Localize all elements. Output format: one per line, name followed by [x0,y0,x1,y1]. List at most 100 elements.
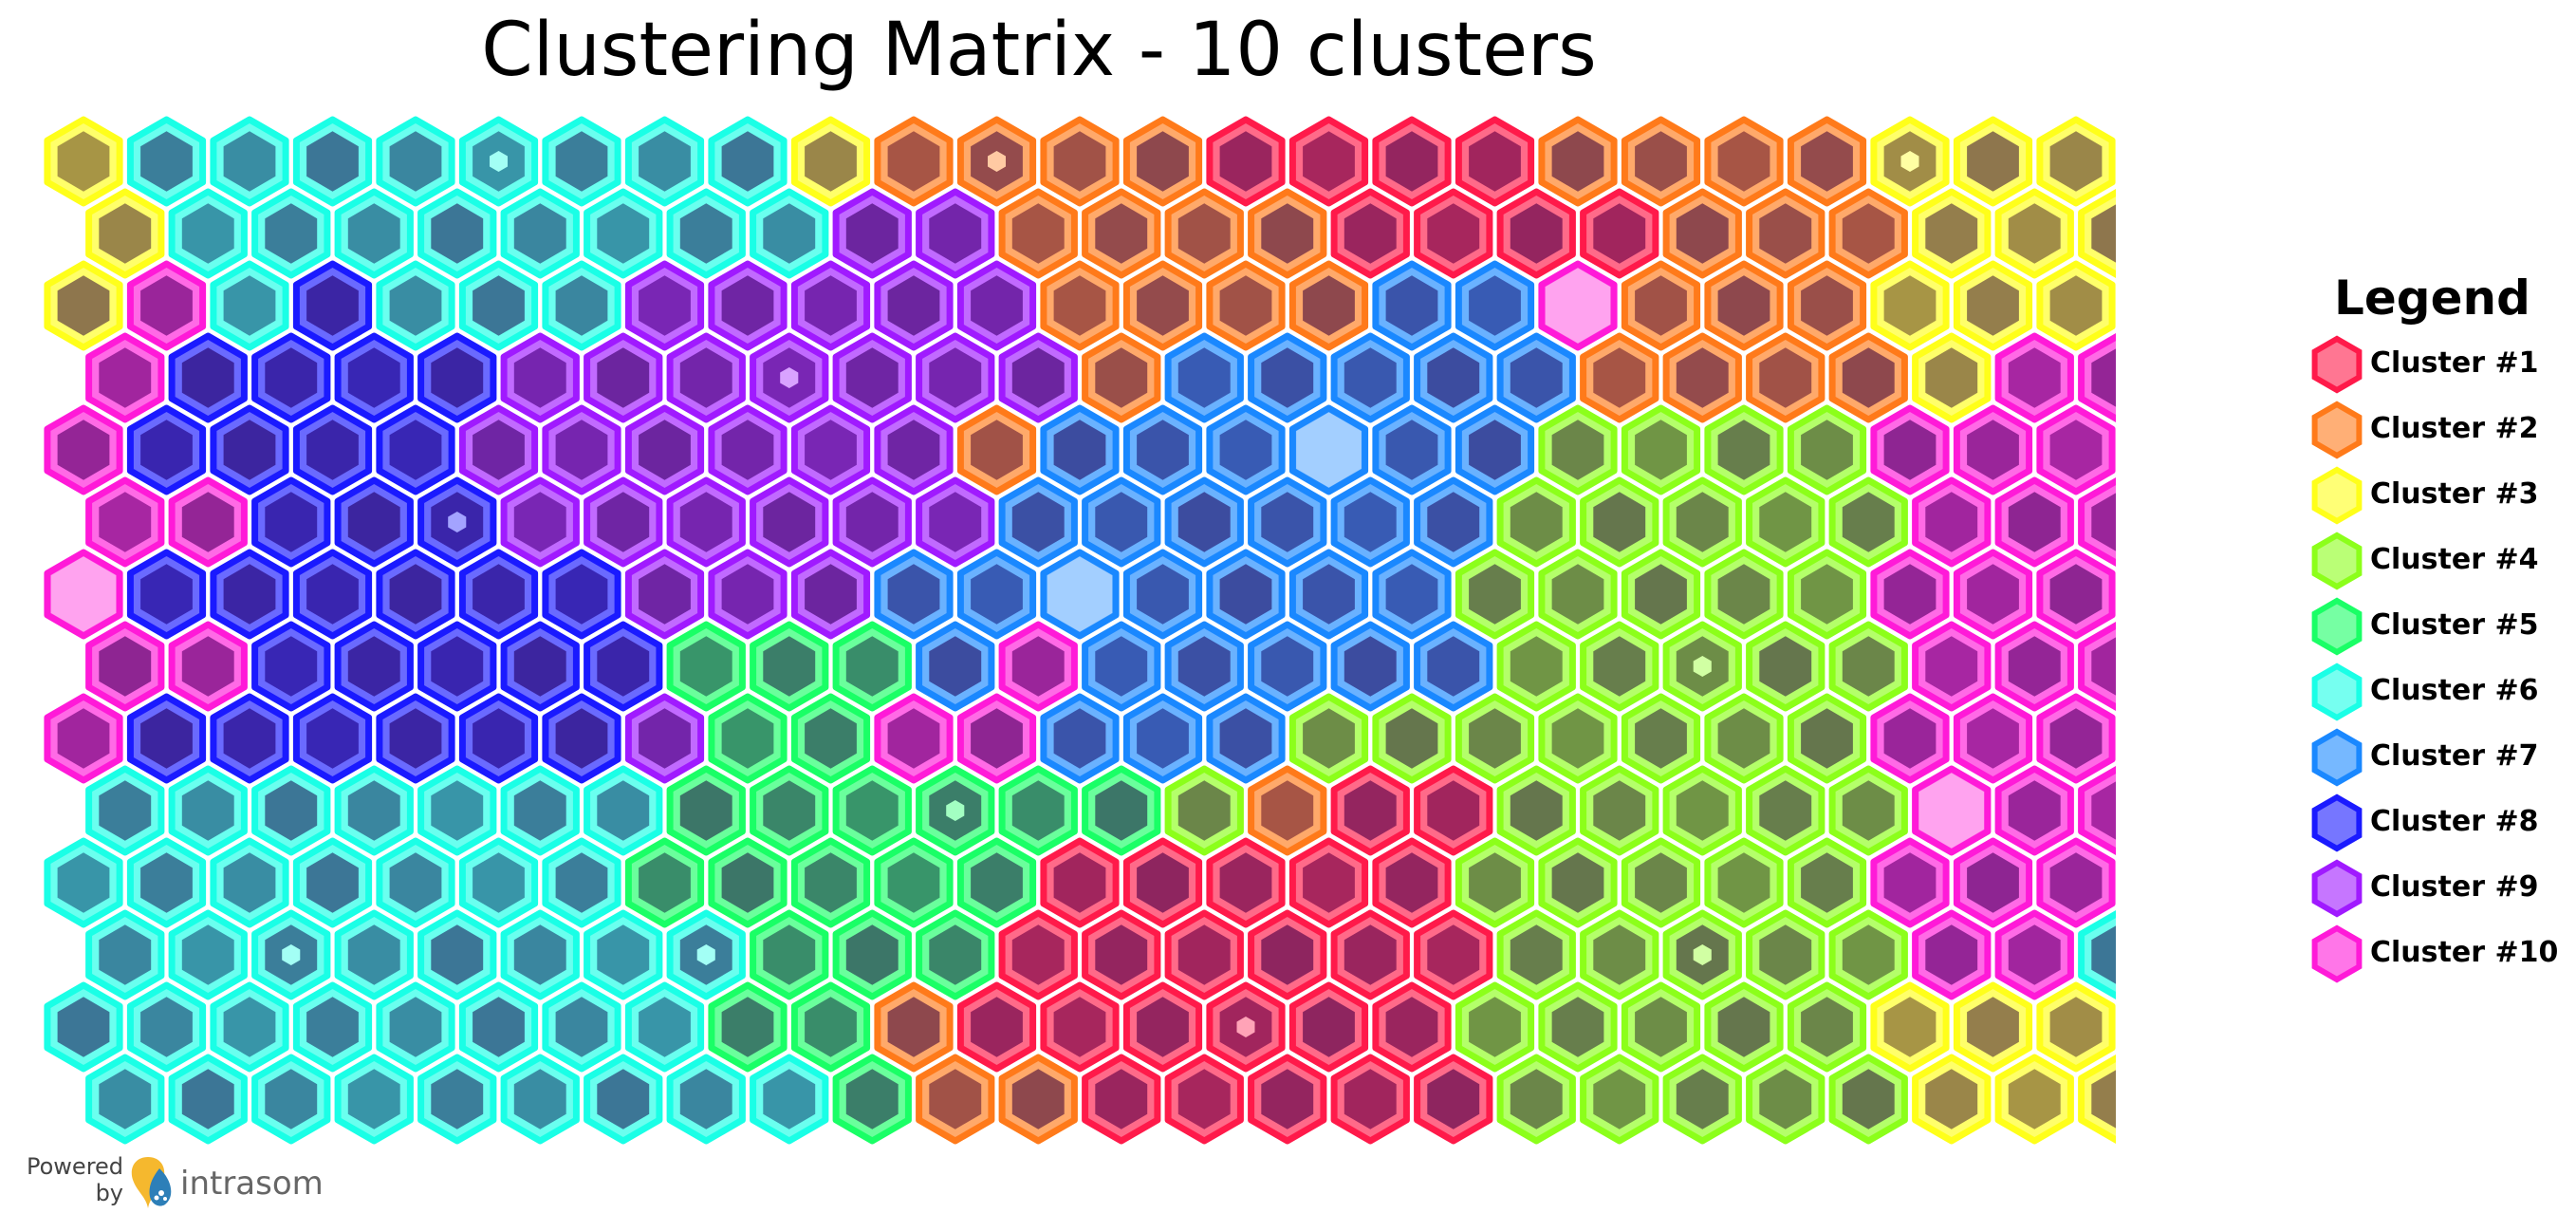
som-node-cluster-7 [1455,404,1535,495]
cluster-center-marker [1236,1017,1255,1037]
som-node-cluster-8 [292,549,373,640]
som-node-cluster-4 [1662,476,1742,568]
som-node-cluster-6 [500,909,580,1000]
som-node-cluster-6 [334,188,414,279]
som-node-cluster-10 [44,549,123,640]
som-node-cluster-10 [998,621,1078,712]
som-node-cluster-5 [874,837,954,928]
som-node-cluster-2 [1248,765,1327,856]
som-node-cluster-2 [1164,188,1244,279]
som-node-cluster-1 [1040,837,1120,928]
som-node-cluster-10 [1994,476,2074,568]
som-node-cluster-2 [998,1054,1078,1145]
som-node-cluster-9 [708,549,788,640]
som-node-cluster-4 [1787,693,1867,784]
som-node-cluster-2 [1621,260,1701,351]
som-node-cluster-3 [1870,981,1950,1073]
som-node-cluster-10 [2036,693,2116,784]
som-node-cluster-7 [1040,549,1120,640]
som-node-cluster-5 [708,693,788,784]
som-node-cluster-4 [1496,621,1576,712]
chart-title: Clustering Matrix - 10 clusters [481,8,1597,93]
som-node-cluster-3 [1994,188,2074,279]
cluster-center-marker [988,151,1006,172]
som-node-cluster-2 [1538,116,1618,207]
som-node-cluster-8 [334,476,414,568]
som-node-cluster-1 [1330,188,1410,279]
som-node-cluster-9 [500,476,580,568]
legend-item-cluster-4: Cluster #4 [2296,530,2576,595]
som-node-cluster-6 [85,765,165,856]
som-node-cluster-2 [874,116,954,207]
som-node-cluster-9 [542,404,621,495]
som-node-cluster-8 [168,332,248,423]
som-node-cluster-7 [1206,404,1286,495]
som-node-cluster-6 [126,116,207,207]
som-node-cluster-6 [624,981,705,1073]
som-node-cluster-4 [1538,693,1618,784]
som-node-cluster-6 [292,116,373,207]
som-node-cluster-1 [1414,1054,1493,1145]
legend-item-cluster-5: Cluster #5 [2296,595,2576,661]
som-node-cluster-5 [666,621,746,712]
som-node-cluster-2 [1040,260,1120,351]
som-node-cluster-2 [1662,188,1742,279]
som-node-cluster-7 [1122,549,1203,640]
som-node-cluster-3 [1912,332,1992,423]
som-node-cluster-1 [1414,765,1493,856]
powered-by-text: Powered by [27,1153,124,1206]
som-node-cluster-3 [1870,260,1950,351]
som-node-cluster-6 [542,837,621,928]
som-node-cluster-6 [666,909,746,1000]
som-node-cluster-4 [1372,693,1452,784]
som-node-cluster-6 [334,1054,414,1145]
legend-title: Legend [2334,271,2530,326]
som-node-cluster-4 [1828,1054,1908,1145]
som-node-cluster-4 [1455,693,1535,784]
som-node-cluster-3 [44,116,123,207]
som-node-cluster-8 [584,621,663,712]
som-node-cluster-4 [1704,693,1784,784]
som-node-cluster-3 [1912,188,1992,279]
som-node-cluster-9 [956,260,1037,351]
som-node-cluster-4 [1496,1054,1576,1145]
som-node-cluster-1 [1414,909,1493,1000]
som-node-cluster-10 [168,621,248,712]
som-node-cluster-7 [1122,693,1203,784]
powered-by-footer: Powered by intrasom [27,1153,340,1220]
som-node-cluster-2 [998,188,1078,279]
som-node-cluster-2 [1746,188,1825,279]
som-node-cluster-4 [1455,981,1535,1073]
som-node-cluster-8 [251,476,331,568]
som-node-cluster-3 [85,188,165,279]
som-node-cluster-5 [708,837,788,928]
som-node-cluster-7 [1122,404,1203,495]
som-node-cluster-6 [376,837,455,928]
cluster-center-marker [1545,268,1611,344]
som-node-cluster-8 [500,621,580,712]
som-node-cluster-2 [1621,116,1701,207]
som-node-cluster-4 [1164,765,1244,856]
cluster-center-marker [1918,773,1984,849]
som-node-cluster-3 [2036,981,2116,1073]
som-node-cluster-6 [376,981,455,1073]
som-node-cluster-8 [376,404,455,495]
som-node-cluster-4 [1288,693,1369,784]
som-node-cluster-10 [2078,332,2116,423]
som-node-cluster-6 [126,981,207,1073]
som-node-cluster-1 [1580,188,1659,279]
som-node-cluster-4 [1662,909,1742,1000]
som-node-cluster-4 [1704,837,1784,928]
som-node-cluster-9 [624,404,705,495]
som-node-cluster-5 [832,1054,912,1145]
som-node-cluster-8 [251,332,331,423]
som-node-cluster-9 [874,260,954,351]
som-node-cluster-7 [1082,621,1161,712]
som-node-cluster-3 [1953,981,2033,1073]
som-node-cluster-10 [2078,765,2116,856]
legend-swatch-hex [2311,924,2363,983]
som-node-cluster-9 [790,404,871,495]
som-node-cluster-7 [1288,404,1369,495]
som-node-cluster-9 [624,260,705,351]
som-node-cluster-10 [85,476,165,568]
